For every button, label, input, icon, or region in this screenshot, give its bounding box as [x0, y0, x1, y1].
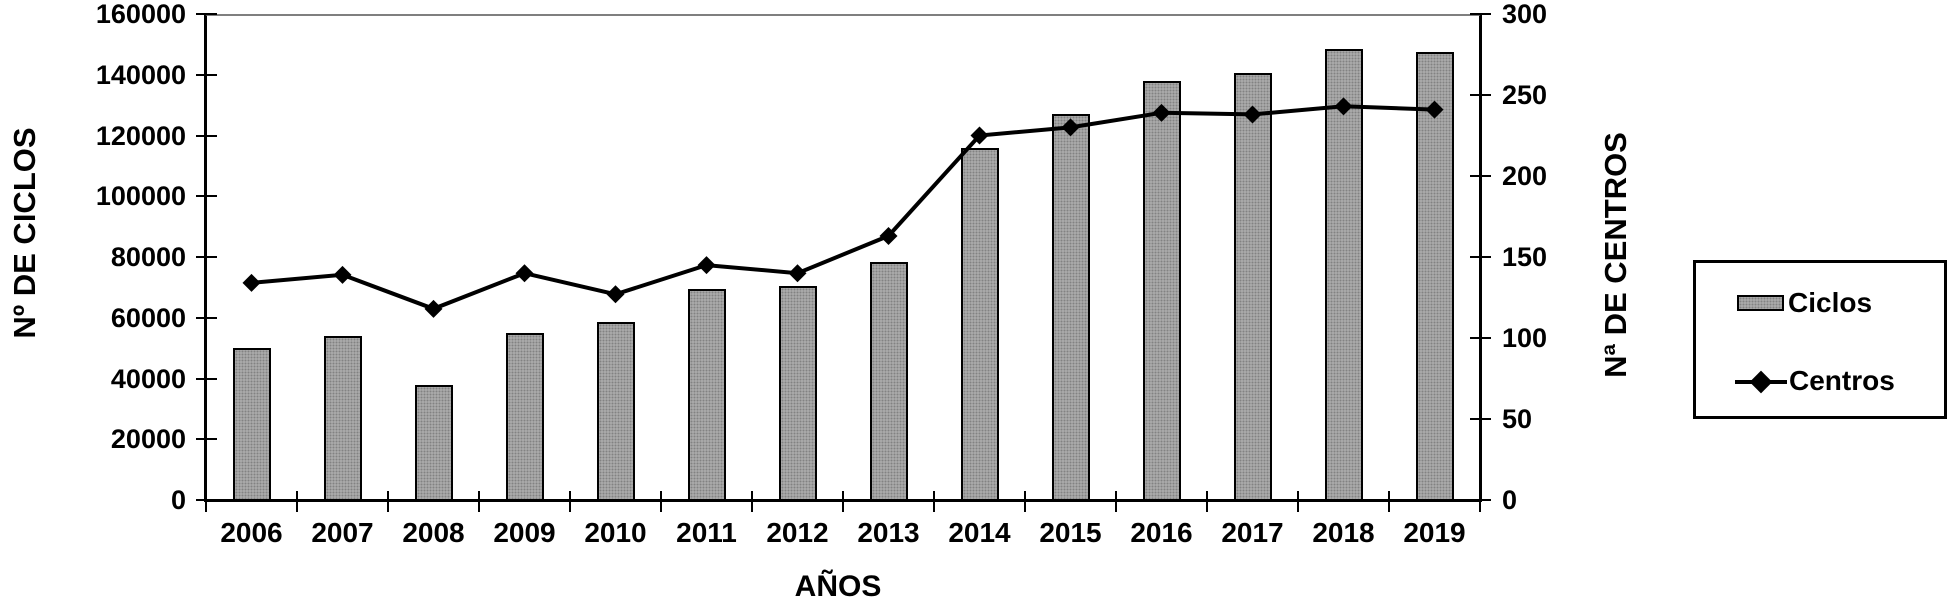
y-axis-right-tick-label: 250 — [1502, 80, 1548, 110]
x-axis-tick — [569, 491, 571, 512]
y-axis-left-tick — [196, 195, 217, 198]
y-axis-right-tick-label: 300 — [1502, 0, 1548, 29]
x-axis-label-2017: 2017 — [1221, 517, 1284, 548]
y-axis-right-tick — [1470, 94, 1491, 96]
diamond-marker-2006 — [242, 273, 261, 292]
x-axis-tick — [842, 491, 844, 512]
legend-centros-diamond-icon — [1749, 370, 1773, 394]
x-axis-tick — [751, 491, 753, 512]
centros-line-series — [242, 97, 1444, 318]
x-axis-label-2008: 2008 — [402, 517, 465, 548]
x-axis-tick — [660, 491, 662, 512]
diamond-marker-2019 — [1425, 100, 1444, 119]
x-axis-label-2016: 2016 — [1130, 517, 1193, 548]
diamond-marker-2013 — [879, 226, 898, 245]
x-axis-label-2006: 2006 — [220, 517, 283, 548]
y-axis-left-tick-label: 20000 — [110, 424, 186, 455]
diamond-marker-2009 — [515, 264, 534, 283]
legend-centros-label: Centros — [1789, 365, 1895, 396]
bar-2007 — [323, 335, 362, 501]
y-axis-right-tick-label: 150 — [1502, 242, 1548, 272]
x-axis-label-2013: 2013 — [857, 517, 920, 548]
y-axis-left-tick-label: 0 — [170, 485, 186, 515]
diamond-marker-2018 — [1334, 97, 1353, 116]
diamond-marker-2015 — [1061, 118, 1080, 137]
y-axis-right-tick-label: 50 — [1502, 404, 1533, 434]
diamond-marker-2014 — [970, 126, 989, 145]
x-axis-tick — [1479, 491, 1481, 512]
y-axis-left-tick — [196, 438, 217, 441]
y-axis-left-tick-label: 80000 — [110, 242, 186, 272]
x-axis-label-2011: 2011 — [676, 517, 737, 548]
x-axis-title: AÑOS — [794, 570, 882, 603]
bar-2014 — [960, 147, 999, 501]
bar-2016 — [1142, 80, 1181, 501]
y-axis-left-tick-label: 120000 — [95, 120, 186, 151]
x-axis-label-2007: 2007 — [311, 517, 374, 548]
diamond-marker-2012 — [788, 264, 807, 283]
x-axis-tick — [933, 491, 935, 512]
y-axis-right-tick-label: 100 — [1502, 323, 1548, 353]
y-axis-left-tick — [196, 73, 217, 76]
legend-ciclos-label: Ciclos — [1788, 287, 1873, 318]
diamond-marker-2008 — [424, 299, 443, 318]
x-axis-tick — [205, 491, 207, 512]
y-axis-left-tick-label: 100000 — [95, 181, 186, 212]
y-axis-left-tick — [196, 134, 217, 137]
y-axis-left-tick-label: 160000 — [95, 0, 186, 29]
x-axis-tick — [1388, 491, 1390, 512]
x-axis-tick — [1024, 491, 1026, 512]
x-axis-tick — [296, 491, 298, 512]
y-axis-right-tick — [1470, 337, 1491, 339]
y-axis-left-tick-label: 60000 — [110, 302, 186, 333]
bar-2015 — [1051, 114, 1090, 501]
y-axis-left-tick-label: 40000 — [110, 363, 186, 394]
y-axis-right-tick-label: 0 — [1502, 485, 1518, 515]
x-axis-label-2019: 2019 — [1403, 517, 1466, 548]
x-axis-label-2012: 2012 — [766, 517, 829, 548]
x-axis-label-2015: 2015 — [1039, 517, 1102, 548]
x-axis-label-2018: 2018 — [1312, 517, 1375, 548]
centros-line — [251, 104, 1435, 311]
x-axis-label-2014: 2014 — [948, 517, 1011, 548]
bar-2017 — [1233, 73, 1272, 501]
bar-2012 — [778, 285, 817, 501]
y-axis-left-tick-label: 140000 — [95, 59, 186, 90]
bar-2010 — [596, 322, 635, 501]
diamond-marker-2017 — [1243, 105, 1262, 124]
x-axis-tick — [478, 491, 480, 512]
bar-2009 — [505, 332, 544, 501]
bar-2008 — [414, 384, 453, 501]
y-axis-right-tick — [1470, 256, 1491, 258]
legend-ciclos-bar-swatch-icon — [1737, 295, 1784, 311]
bar-2018 — [1324, 48, 1363, 501]
y-axis-left-tick — [196, 316, 217, 319]
y-axis-left-tick — [196, 377, 217, 380]
diamond-marker-2016 — [1152, 103, 1171, 122]
bar-2019 — [1415, 51, 1454, 501]
y-axis-left-tick — [196, 13, 217, 15]
x-axis-tick — [387, 491, 389, 512]
x-axis-tick — [1206, 491, 1208, 512]
y-axis-right-tick — [1470, 418, 1491, 420]
bar-2013 — [869, 261, 908, 501]
diamond-marker-2007 — [333, 265, 352, 284]
y-axis-right-tick-label: 200 — [1502, 161, 1548, 191]
x-axis-label-2009: 2009 — [493, 517, 556, 548]
bar-2006 — [232, 348, 271, 501]
bar-2011 — [687, 288, 726, 501]
diamond-marker-2011 — [697, 256, 716, 275]
x-axis-label-2010: 2010 — [584, 517, 647, 548]
y-axis-right-tick — [1470, 175, 1491, 177]
x-axis-tick — [1297, 491, 1299, 512]
x-axis-tick — [1115, 491, 1117, 512]
legend: Ciclos Centros — [1693, 260, 1947, 419]
diamond-marker-2010 — [606, 285, 625, 304]
y-axis-left-tick — [196, 256, 217, 258]
y-axis-right-tick — [1470, 13, 1491, 15]
